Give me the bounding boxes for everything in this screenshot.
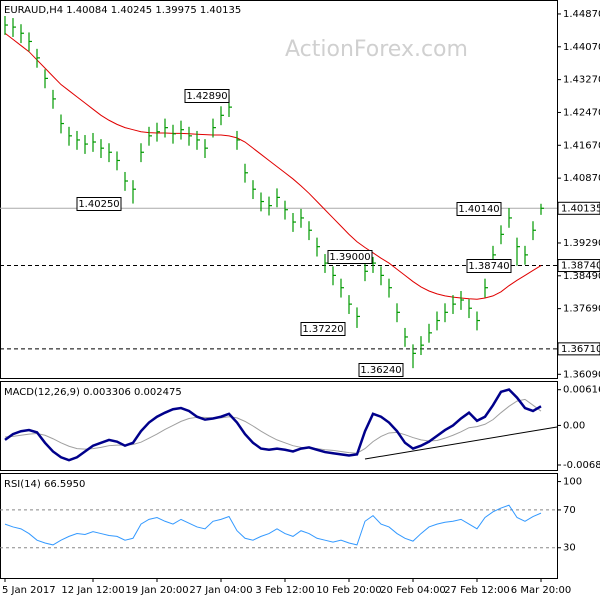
annotation-box	[76, 197, 122, 211]
y-tick-label: 30	[563, 543, 576, 554]
annotation: 1.36240	[360, 365, 401, 376]
moving-average	[4, 32, 542, 300]
y-tick-label: 70	[563, 505, 576, 516]
annotation: 1.40250	[78, 199, 119, 210]
x-tick-label: 10 Feb 20:00	[316, 585, 382, 596]
level-label: 1.36710	[561, 344, 600, 355]
price-panel	[0, 0, 558, 379]
y-tick-label: 1.44070	[563, 42, 600, 53]
annotation-box	[466, 259, 512, 273]
annotation: 1.38740	[468, 261, 509, 272]
y-tick-label: 1.40870	[563, 173, 600, 184]
y-tick-label: -0.006838	[563, 460, 600, 471]
panel-title: MACD(12,26,9) 0.003306 0.002475	[4, 387, 182, 398]
x-tick-label: 27 Feb 12:00	[444, 585, 510, 596]
x-tick-label: 3 Feb 12:00	[255, 585, 314, 596]
annotation-box	[456, 202, 502, 216]
annotation-box	[358, 363, 404, 377]
annotation-box	[184, 89, 230, 103]
annotation: 1.40140	[458, 204, 499, 215]
watermark: ActionForex.com	[285, 37, 468, 62]
y-tick-label: 1.43270	[563, 75, 600, 86]
level-box	[557, 201, 600, 215]
y-tick-label: 1.41670	[563, 140, 600, 151]
y-tick-label: 1.44870	[563, 9, 600, 20]
panel-title: EURAUD,H4 1.40084 1.40245 1.39975 1.4013…	[4, 5, 241, 16]
panel-title: RSI(14) 66.5950	[4, 479, 85, 490]
y-tick-label: 0.00	[563, 420, 585, 431]
macd-signal	[4, 398, 542, 454]
y-tick-label: 1.36090	[563, 369, 600, 380]
x-tick-label: 6 Mar 20:00	[511, 585, 571, 596]
y-tick-label: 1.42470	[563, 107, 600, 118]
level-label: 1.38740	[561, 261, 600, 272]
macd-panel	[0, 381, 558, 471]
y-tick-label: 0.006169	[563, 385, 600, 396]
level-box	[557, 259, 600, 273]
level-box	[557, 342, 600, 356]
annotation: 1.39000	[329, 252, 370, 263]
macd-line	[4, 388, 542, 462]
annotation: 1.42890	[186, 91, 227, 102]
y-tick-label: 1.37690	[563, 304, 600, 315]
annotation: 1.37220	[302, 324, 343, 335]
x-tick-label: 20 Feb 04:00	[380, 585, 446, 596]
level-label: 1.40135	[561, 203, 600, 214]
rsi-panel	[0, 473, 558, 579]
x-tick-label: 12 Jan 12:00	[61, 585, 124, 596]
x-tick-label: 19 Jan 20:00	[125, 585, 188, 596]
y-tick-label: 1.38490	[563, 271, 600, 282]
x-tick-label: 5 Jan 2017	[2, 585, 56, 596]
trend-line	[364, 426, 558, 460]
x-tick-label: 27 Jan 04:00	[189, 585, 252, 596]
rsi-line	[4, 504, 542, 546]
y-tick-label: 1.39290	[563, 238, 600, 249]
annotation-box	[300, 322, 346, 336]
annotation-box	[327, 250, 373, 264]
y-tick-label: 100	[563, 477, 582, 488]
